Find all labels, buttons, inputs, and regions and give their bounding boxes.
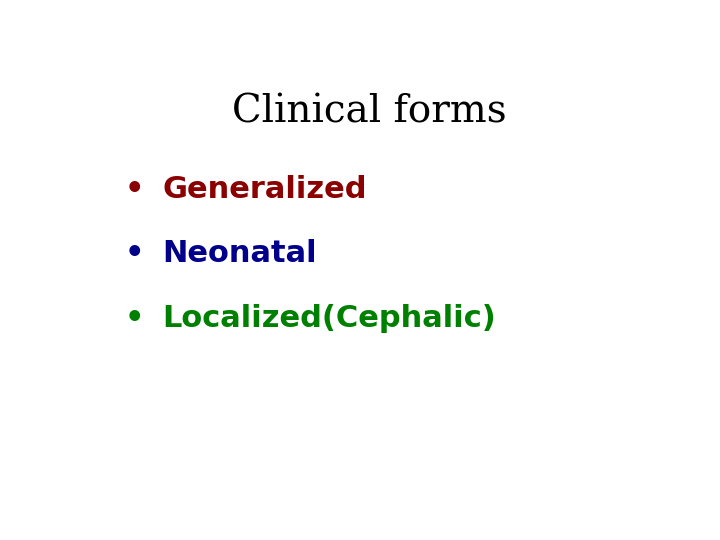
- Text: •: •: [125, 175, 145, 204]
- Text: Generalized: Generalized: [163, 175, 367, 204]
- Text: •: •: [125, 239, 145, 268]
- Text: Localized(Cephalic): Localized(Cephalic): [163, 304, 496, 333]
- Text: Neonatal: Neonatal: [163, 239, 318, 268]
- Text: Clinical forms: Clinical forms: [232, 94, 506, 131]
- Text: •: •: [125, 304, 145, 333]
